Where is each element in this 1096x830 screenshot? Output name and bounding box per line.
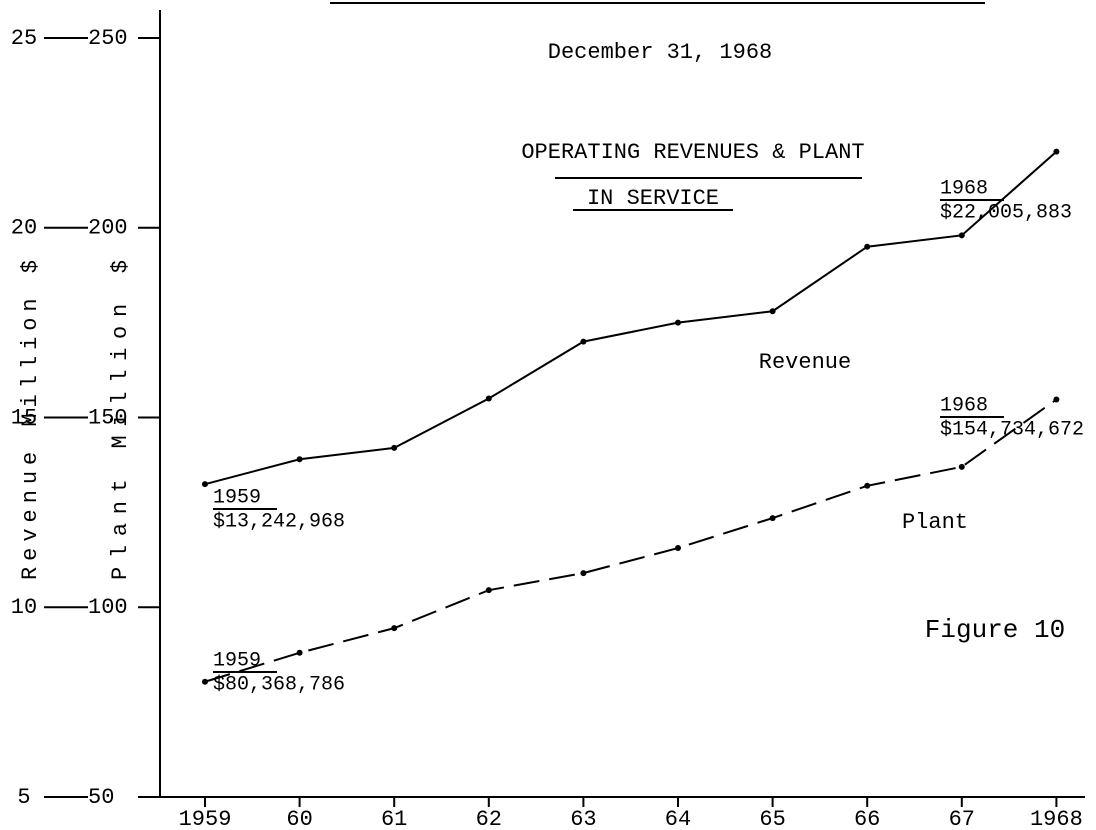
series-name: Plant (902, 510, 968, 535)
chart-title: OPERATING REVENUES & PLANT (521, 140, 864, 165)
y2-tick-label: 150 (88, 405, 128, 430)
data-point (580, 338, 587, 345)
x-tick-label: 66 (854, 807, 880, 830)
x-tick-label: 65 (759, 807, 785, 830)
value-label: $13,242,968 (213, 510, 345, 533)
data-point (675, 319, 681, 326)
data-point (1053, 396, 1060, 403)
value-label: $154,734,672 (940, 418, 1084, 441)
x-tick-label: 67 (949, 807, 975, 830)
y-tick-label: 5 (17, 785, 30, 810)
x-tick-label: 1959 (179, 807, 232, 830)
y-tick-label: 20 (11, 216, 37, 241)
data-point (958, 463, 965, 470)
data-point (769, 308, 776, 315)
data-point (958, 232, 965, 239)
value-label-year: 1968 (940, 394, 988, 417)
data-point (864, 243, 871, 250)
data-point (202, 481, 208, 488)
y2-tick-label: 50 (88, 785, 114, 810)
y2-tick-label: 200 (88, 216, 128, 241)
chart-title: IN SERVICE (587, 186, 719, 211)
data-point (769, 515, 776, 522)
y-tick-label: 25 (11, 26, 37, 51)
x-tick-label: 1968 (1030, 807, 1083, 830)
value-label: $22,005,883 (940, 201, 1072, 224)
x-tick-label: 62 (476, 807, 502, 830)
y-tick-label: 15 (11, 405, 37, 430)
chart-date: December 31, 1968 (548, 40, 772, 65)
x-tick-label: 63 (570, 807, 596, 830)
data-point (296, 456, 303, 463)
x-tick-label: 64 (665, 807, 691, 830)
data-point (864, 482, 871, 489)
data-point (580, 570, 587, 577)
y-tick-label: 10 (11, 595, 37, 620)
value-label: $80,368,786 (213, 673, 345, 696)
x-tick-label: 61 (381, 807, 407, 830)
data-point (1053, 148, 1060, 155)
y2-axis-label: Plant Million $ (108, 260, 133, 580)
data-point (202, 678, 208, 685)
data-point (485, 587, 492, 594)
value-label-year: 1959 (213, 649, 261, 672)
data-point (391, 444, 398, 451)
series-line (204, 150, 1058, 486)
value-label-year: 1968 (940, 177, 988, 200)
data-point (485, 395, 492, 402)
data-point (296, 649, 303, 656)
data-point (675, 545, 681, 552)
x-tick-label: 60 (286, 807, 312, 830)
series-line (204, 398, 1057, 683)
figure-label: Figure 10 (925, 615, 1065, 645)
value-label-year: 1959 (213, 486, 261, 509)
y2-tick-label: 250 (88, 26, 128, 51)
data-point (391, 625, 398, 632)
y2-tick-label: 100 (88, 595, 128, 620)
series-name: Revenue (759, 350, 851, 375)
